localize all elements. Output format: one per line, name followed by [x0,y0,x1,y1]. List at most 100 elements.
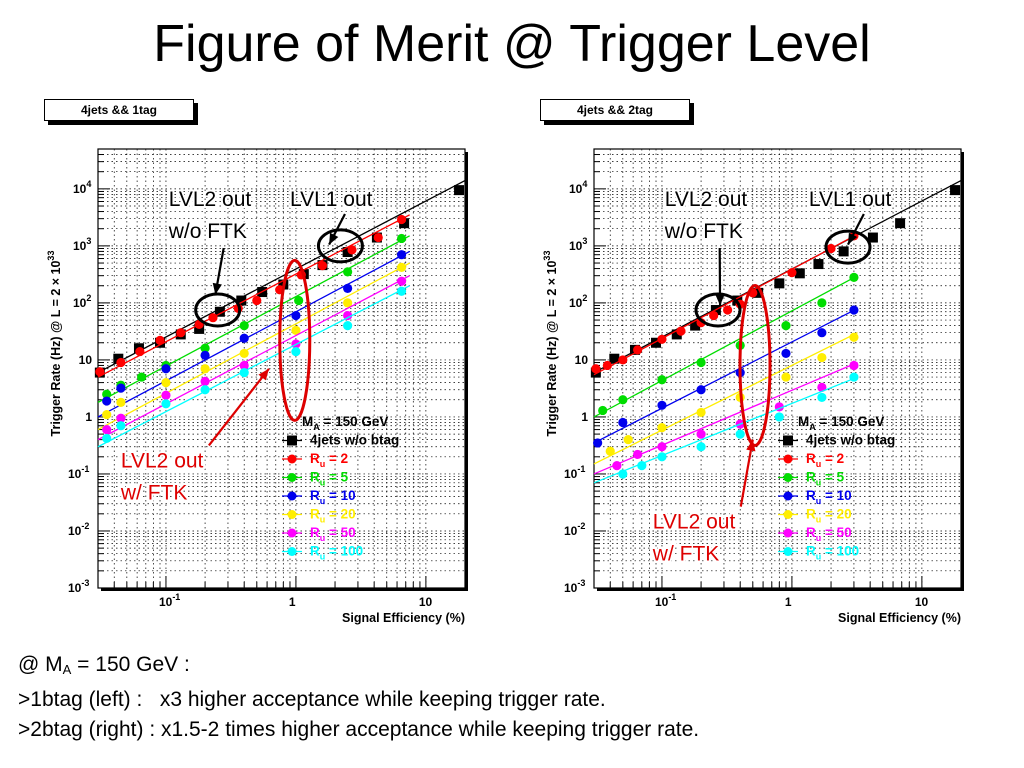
data-point [696,429,706,439]
y-tick-label: 10-2 [68,521,89,538]
legend-entry: 4jets w/o btag [778,433,895,448]
annotation-text-halo: w/o FTK [664,220,743,243]
annotation-arrowhead [212,282,222,295]
slide-notes: @ MA = 150 GeV : >1btag (left) : x3 high… [18,650,1008,745]
data-point [347,245,357,255]
legend-marker [287,435,297,446]
data-point [454,185,465,196]
data-point [343,283,353,293]
legend-marker [783,528,793,538]
legend-entry: Ru = 50 [282,525,356,543]
data-point [591,364,601,374]
data-point [609,353,620,364]
data-point [867,232,878,243]
chart-1tag: 10-3 10-2 10-1 1 10 102 103 104 10-1 1 10 Signal Ef… [46,148,468,625]
annotation-text-halo: LVL1 out [809,188,892,211]
annotation-arrowhead [847,232,858,245]
y-tick-label: 10-3 [68,578,89,595]
x-tick-label: 10 [419,595,433,609]
series-fit-line [97,285,410,448]
data-point [373,232,383,243]
legend-entry: Ru = 10 [778,488,852,506]
data-point [849,272,859,282]
data-point [657,452,667,462]
data-point [849,332,859,342]
legend-entry: Ru = 5 [778,470,845,488]
series-fit-line [593,275,858,418]
annotation-arrowhead [746,439,756,452]
x-tick-label: 10 [915,595,929,609]
legend-marker [287,473,297,482]
data-point [637,461,647,471]
y-tick-label: 10-1 [68,464,89,481]
series-3 [97,250,410,418]
data-point [102,396,112,406]
annotation-text-halo: LVL1 out [290,188,373,211]
x-tick-label: 1 [289,595,296,609]
series-1 [591,231,859,376]
y-tick-label: 10-1 [564,464,585,481]
data-point [176,328,186,338]
data-point [252,295,262,306]
highlight-ellipse [694,292,742,328]
data-point [291,310,301,321]
legend-marker [783,454,793,464]
highlight-ellipse [194,292,242,328]
annotation-text: w/o FTK [168,220,247,243]
data-point [161,390,171,400]
data-point [849,372,859,382]
legend-entry: Ru = 20 [282,507,356,525]
data-point [817,392,827,403]
legend-header: MA = 150 GeV [798,414,884,432]
annotation-text-halo: LVL2 out [653,511,736,534]
series-1 [95,214,410,378]
data-point [116,413,126,423]
data-point [593,438,603,448]
series-fit-line [97,275,410,441]
annotation-arrow [208,368,270,447]
data-point [208,313,218,323]
data-point [236,295,247,306]
data-point [317,261,328,271]
data-point [605,446,615,456]
annotation-text: LVL2 out [653,511,736,534]
chart-panel-right: 4jets && 2tag 10-3 10-2 10-1 1 10 102 103 104 10… [496,94,976,639]
y-tick-label: 103 [569,236,587,253]
series-4 [97,262,410,431]
highlight-ellipse-tall [738,283,772,447]
chart-panel-left: 4jets && 1tag 10-3 10-2 10-1 1 10 102 103 104 10… [0,94,480,639]
data-point [200,376,210,387]
data-point [623,435,633,445]
highlight-ellipse-tall [278,258,312,422]
chart-selection-label: 4jets && 1tag [44,99,194,121]
data-point [618,395,628,405]
data-point [102,409,112,420]
data-point [342,247,353,258]
data-point [612,461,622,471]
annotation-text: LVL2 out [121,449,204,472]
series-5 [97,275,410,441]
data-point [781,348,791,359]
data-point [657,375,667,385]
data-point [618,355,628,365]
data-point [657,400,667,410]
legend-entry: Ru = 2 [778,451,844,469]
data-point [657,334,667,344]
annotation-text: w/ FTK [120,481,188,504]
y-tick-label: 1 [581,410,588,424]
data-point [709,310,719,321]
legend-entry: Ru = 100 [778,544,859,562]
data-point [291,346,301,357]
annotation-arrowhead [258,368,269,381]
data-point [723,305,733,315]
legend-label: Ru = 5 [806,470,845,488]
series-fit-line [97,214,410,378]
note-line-3: >2btag (right) : x1.5-2 times higher acc… [18,718,700,741]
data-point [849,305,859,315]
chart-2tag: 10-3 10-2 10-1 1 10 102 103 104 10-1 1 10 Signal Ef… [542,148,964,625]
legend-entry: Ru = 10 [282,488,356,506]
legend-entry: Ru = 50 [778,525,852,543]
